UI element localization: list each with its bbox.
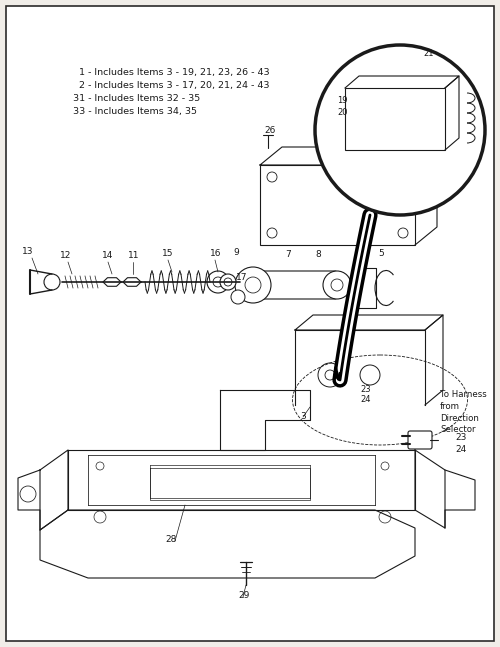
- Text: 26: 26: [264, 126, 276, 135]
- Text: 13: 13: [22, 247, 34, 256]
- Circle shape: [231, 290, 245, 304]
- Text: 31 - Includes Items 32 - 35: 31 - Includes Items 32 - 35: [73, 94, 200, 103]
- Text: 24: 24: [455, 445, 466, 454]
- Text: To Harness
from
Direction
Selector: To Harness from Direction Selector: [440, 390, 487, 434]
- Text: 7: 7: [285, 250, 291, 259]
- Circle shape: [207, 271, 229, 293]
- Text: 17: 17: [236, 273, 248, 282]
- Text: 3: 3: [300, 412, 306, 421]
- Bar: [260, 165, 415, 245]
- FancyBboxPatch shape: [253, 271, 337, 299]
- Text: 23: 23: [360, 385, 370, 394]
- Text: 1 - Includes Items 3 - 19, 21, 23, 26 - 43: 1 - Includes Items 3 - 19, 21, 23, 26 - …: [73, 68, 270, 77]
- Text: 11: 11: [128, 251, 140, 260]
- Text: 20: 20: [337, 108, 347, 117]
- Text: 15: 15: [162, 249, 173, 258]
- Text: 4: 4: [363, 249, 368, 258]
- FancyBboxPatch shape: [408, 431, 432, 449]
- Text: 5: 5: [378, 249, 384, 258]
- Circle shape: [235, 267, 271, 303]
- Text: 9: 9: [233, 248, 239, 257]
- Text: 2 - Includes Items 3 - 17, 20, 21, 24 - 43: 2 - Includes Items 3 - 17, 20, 21, 24 - …: [73, 81, 270, 90]
- Text: 19: 19: [337, 96, 347, 105]
- Text: 29: 29: [238, 591, 250, 600]
- Text: 24: 24: [360, 395, 370, 404]
- Text: 12: 12: [60, 251, 72, 260]
- Bar: [345, 88, 445, 150]
- Text: 14: 14: [102, 251, 114, 260]
- Text: 3: 3: [443, 166, 449, 175]
- Text: 28: 28: [165, 535, 176, 544]
- Text: 8: 8: [315, 250, 321, 259]
- Text: 16: 16: [210, 249, 222, 258]
- Text: 21: 21: [423, 49, 434, 58]
- Circle shape: [315, 45, 485, 215]
- Circle shape: [220, 274, 236, 290]
- Text: 33 - Includes Items 34, 35: 33 - Includes Items 34, 35: [73, 107, 197, 116]
- Text: 23: 23: [455, 433, 466, 442]
- Circle shape: [323, 271, 351, 299]
